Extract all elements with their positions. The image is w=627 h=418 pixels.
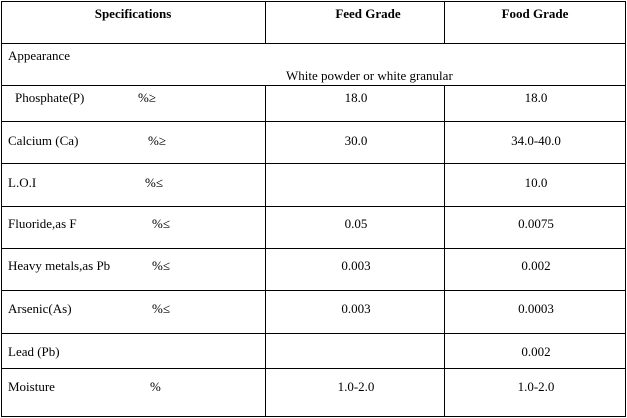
row-divider (1, 368, 626, 369)
row-calcium-name: Calcium (Ca) (8, 133, 79, 148)
header-specifications: Specifications (94, 6, 172, 21)
header-feed-grade: Feed Grade (335, 6, 401, 21)
row-divider (1, 43, 626, 44)
table-border-bottom (1, 416, 626, 417)
row-phosphate-feed: 18.0 (344, 90, 368, 105)
row-loi-unit: %≤ (145, 175, 163, 190)
col-divider-2-body (444, 85, 445, 417)
row-loi-name: L.O.I (8, 175, 37, 190)
col-divider-1-header (265, 1, 266, 43)
table-border-left (1, 1, 2, 417)
col-divider-1-body (265, 85, 266, 417)
row-moisture-name: Moisture (8, 379, 55, 394)
row-divider (1, 248, 626, 249)
row-lead-name: Lead (Pb) (8, 344, 60, 359)
row-divider (1, 333, 626, 334)
col-divider-2-header (444, 1, 445, 43)
header-food-grade: Food Grade (501, 6, 569, 21)
row-fluoride-food: 0.0075 (518, 216, 554, 231)
row-arsenic-feed: 0.003 (341, 301, 371, 316)
row-moisture-feed: 1.0-2.0 (337, 379, 375, 394)
row-divider (1, 121, 626, 122)
row-arsenic-unit: %≤ (152, 301, 170, 316)
table-border-top (1, 1, 626, 2)
row-divider (1, 85, 626, 86)
row-arsenic-name: Arsenic(As) (8, 301, 72, 316)
row-loi-food: 10.0 (524, 175, 548, 190)
row-fluoride-unit: %≤ (152, 216, 170, 231)
row-fluoride-feed: 0.05 (344, 216, 368, 231)
row-phosphate-unit: %≥ (138, 90, 156, 105)
row-appearance-name: Appearance (8, 48, 71, 63)
row-heavy-metals-food: 0.002 (521, 258, 551, 273)
row-phosphate-name: Phosphate(P) (15, 90, 85, 105)
row-lead-food: 0.002 (521, 344, 551, 359)
row-moisture-food: 1.0-2.0 (517, 379, 555, 394)
row-divider (1, 290, 626, 291)
row-moisture-unit: % (150, 379, 161, 394)
row-heavy-metals-name: Heavy metals,as Pb (8, 258, 111, 273)
row-calcium-feed: 30.0 (344, 133, 368, 148)
row-heavy-metals-feed: 0.003 (341, 258, 371, 273)
row-fluoride-name: Fluoride,as F (8, 216, 77, 231)
row-appearance-value: White powder or white granular (286, 68, 453, 83)
row-calcium-unit: %≥ (148, 133, 166, 148)
row-heavy-metals-unit: %≤ (152, 258, 170, 273)
row-calcium-food: 34.0-40.0 (511, 133, 561, 148)
row-divider (1, 163, 626, 164)
row-arsenic-food: 0.0003 (518, 301, 554, 316)
row-divider (1, 206, 626, 207)
table-border-right (625, 1, 626, 417)
row-phosphate-food: 18.0 (524, 90, 548, 105)
